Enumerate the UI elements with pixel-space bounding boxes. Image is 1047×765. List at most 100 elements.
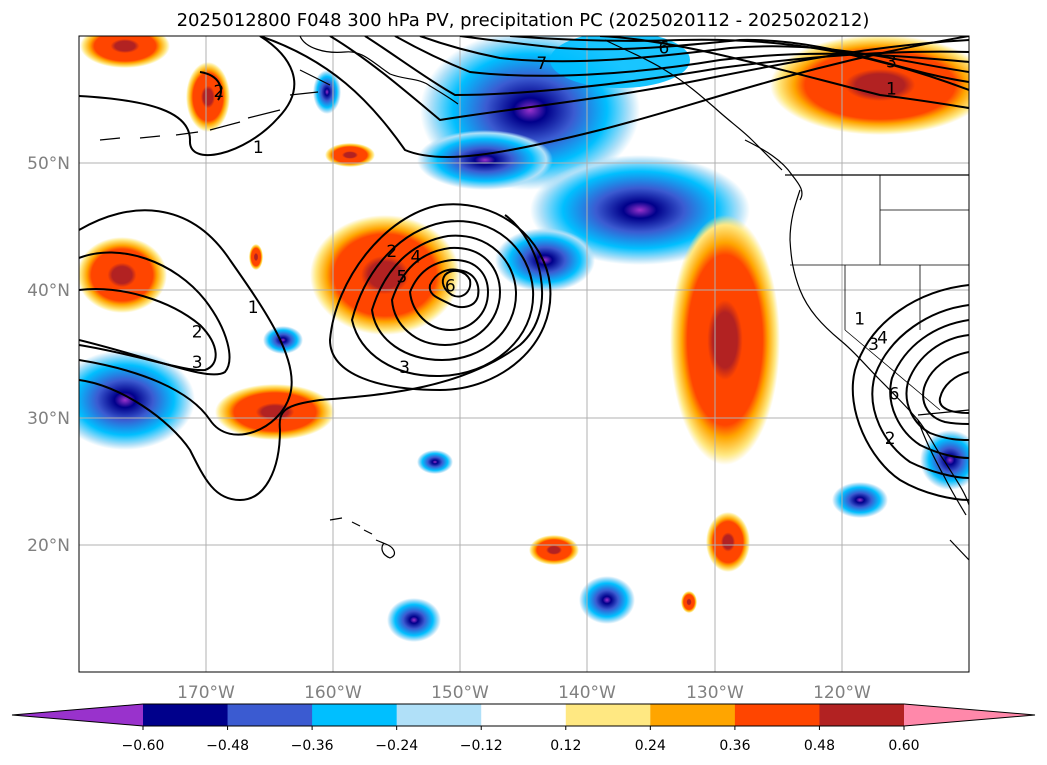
precip-pos-165w-tiny [249,244,263,270]
precip-neg-hawaii-south [387,598,441,642]
pv-contour-ridge-1 [259,36,969,159]
x-tick-label-150w: 150°W [431,683,489,703]
precip-pos-168w-small [186,62,230,132]
pv-contour-label: 3 [399,358,410,378]
colorbar-segment [396,704,482,726]
pv-contour-label: 1 [886,79,897,99]
coastline-hawaii [329,517,396,559]
pv-contour-sw-low-4 [905,334,969,441]
x-tick-label-170w: 170°W [177,683,235,703]
colorbar-tick-label: 0.36 [719,738,750,754]
colorbar-segment [565,704,651,726]
pv-contour-label: 4 [410,247,421,267]
colorbar-tick-label: 0.60 [888,738,919,754]
pv-contour-label: 2 [192,322,203,342]
colorbar-tick-label: −0.12 [460,738,503,754]
pv-contour-label: 6 [889,385,900,405]
map-frame [78,35,970,673]
pv-contour-label: 3 [886,53,897,73]
pv-contour-cutoff-1 [328,203,552,392]
precip-neg-165w-small [263,326,303,354]
border-us-mexico [917,409,969,416]
pv-contour-cutoff-6 [428,268,480,309]
y-tick-label-40n: 40°N [27,281,70,301]
precipitation-fill-layer [79,36,969,642]
coastline-us-west [789,189,969,506]
colorbar-segment [227,704,313,726]
colorbar: −0.60 −0.48 −0.36 −0.24 −0.12 0.12 0.24 0.36 0.4… [11,703,1036,754]
pv-contour-trough-w-1 [79,209,293,436]
colorbar-tick-label: −0.48 [206,738,249,754]
pv-contour-nw-2 [199,71,222,101]
precip-pos-128w-small [706,512,750,572]
pv-contour-nw-1 [79,36,296,156]
precip-pos-142w-small [529,535,579,565]
colorbar-extend-max [904,704,1035,726]
y-axis: 20°N 30°N 40°N 50°N [27,154,70,556]
pv-contour-sw-low-5 [922,351,969,425]
colorbar-tick-label: −0.60 [122,738,165,754]
x-tick-label-160w: 160°W [304,683,362,703]
colorbar-segment [312,704,398,726]
precip-pos-157w-small [325,143,375,167]
x-tick-label-140w: 140°W [558,683,616,703]
gridlines [79,36,969,672]
y-tick-label-50n: 50°N [27,154,70,174]
precip-pos-northern-canada [770,36,969,135]
pv-contour-label: 6 [658,39,669,59]
pv-contour-sw-low-6 [938,371,969,414]
precip-pos-far-nw [80,36,170,68]
coastlines [99,36,969,561]
pv-contour-label: 2 [885,429,896,449]
colorbar-tick-label: 0.48 [804,738,835,754]
colorbar-tick-label: 0.12 [550,738,581,754]
pv-contour-label: 6 [445,277,456,297]
pv-contour-subtropical [79,214,544,502]
x-tick-label-120w: 120°W [813,683,871,703]
colorbar-segment [650,704,736,726]
precip-neg-140w-cell [579,576,635,624]
pv-contour-label: 4 [877,329,888,349]
coastline-alaska [299,36,459,105]
pv-contour-label: 3 [868,335,879,355]
pv-contour-label: 1 [248,298,259,318]
colorbar-tick-label: 0.24 [635,738,666,754]
colorbar-extend-min [12,704,143,726]
pv-contour-label: 5 [396,268,407,288]
coastline-aleutians [99,69,331,141]
pv-contour-label: 2 [213,82,224,102]
pv-contour-label: 1 [854,310,865,330]
coastline-mexico [949,539,969,561]
precip-neg-hawaii-nw [417,450,453,474]
colorbar-segment [143,704,229,726]
pv-contour-ridge-5 [419,36,969,73]
pv-contour-label: 1 [253,138,264,158]
colorbar-segment [734,704,821,726]
precip-neg-band-south [495,228,595,292]
pv-contour-cutoff-3 [370,234,518,362]
pv-contour-label: 7 [536,54,547,74]
pv-contour-cutoff-2 [350,220,535,378]
pv-contour-cutoff-7 [441,269,472,298]
x-tick-label-130w: 130°W [686,683,744,703]
coastline-baja [917,419,967,516]
colorbar-tick-label: −0.36 [291,738,334,754]
precip-neg-ne-pacific-core [417,130,553,190]
pv-contours [79,36,969,502]
pv-contour-sw-low-3 [889,319,969,459]
colorbar-segment [819,704,905,726]
precip-pos-165w-south [215,384,335,440]
precip-pos-130w-band [670,215,780,465]
x-axis: 170°W 160°W 150°W 140°W 130°W 120°W [177,683,871,703]
pv-contour-label: 3 [192,353,203,373]
precip-neg-sw-desert [920,430,969,490]
chart-title: 2025012800 F048 300 hPa PV, precipitatio… [177,10,870,31]
precip-neg-160w-small [313,70,341,114]
precip-neg-west-subtropics [79,350,195,450]
pv-contour-trough-w-3 [79,288,217,372]
colorbar-tick-label: −0.24 [375,738,418,754]
precip-pos-135w-tiny [681,591,697,613]
pv-contour-ridge-8 [599,36,969,109]
